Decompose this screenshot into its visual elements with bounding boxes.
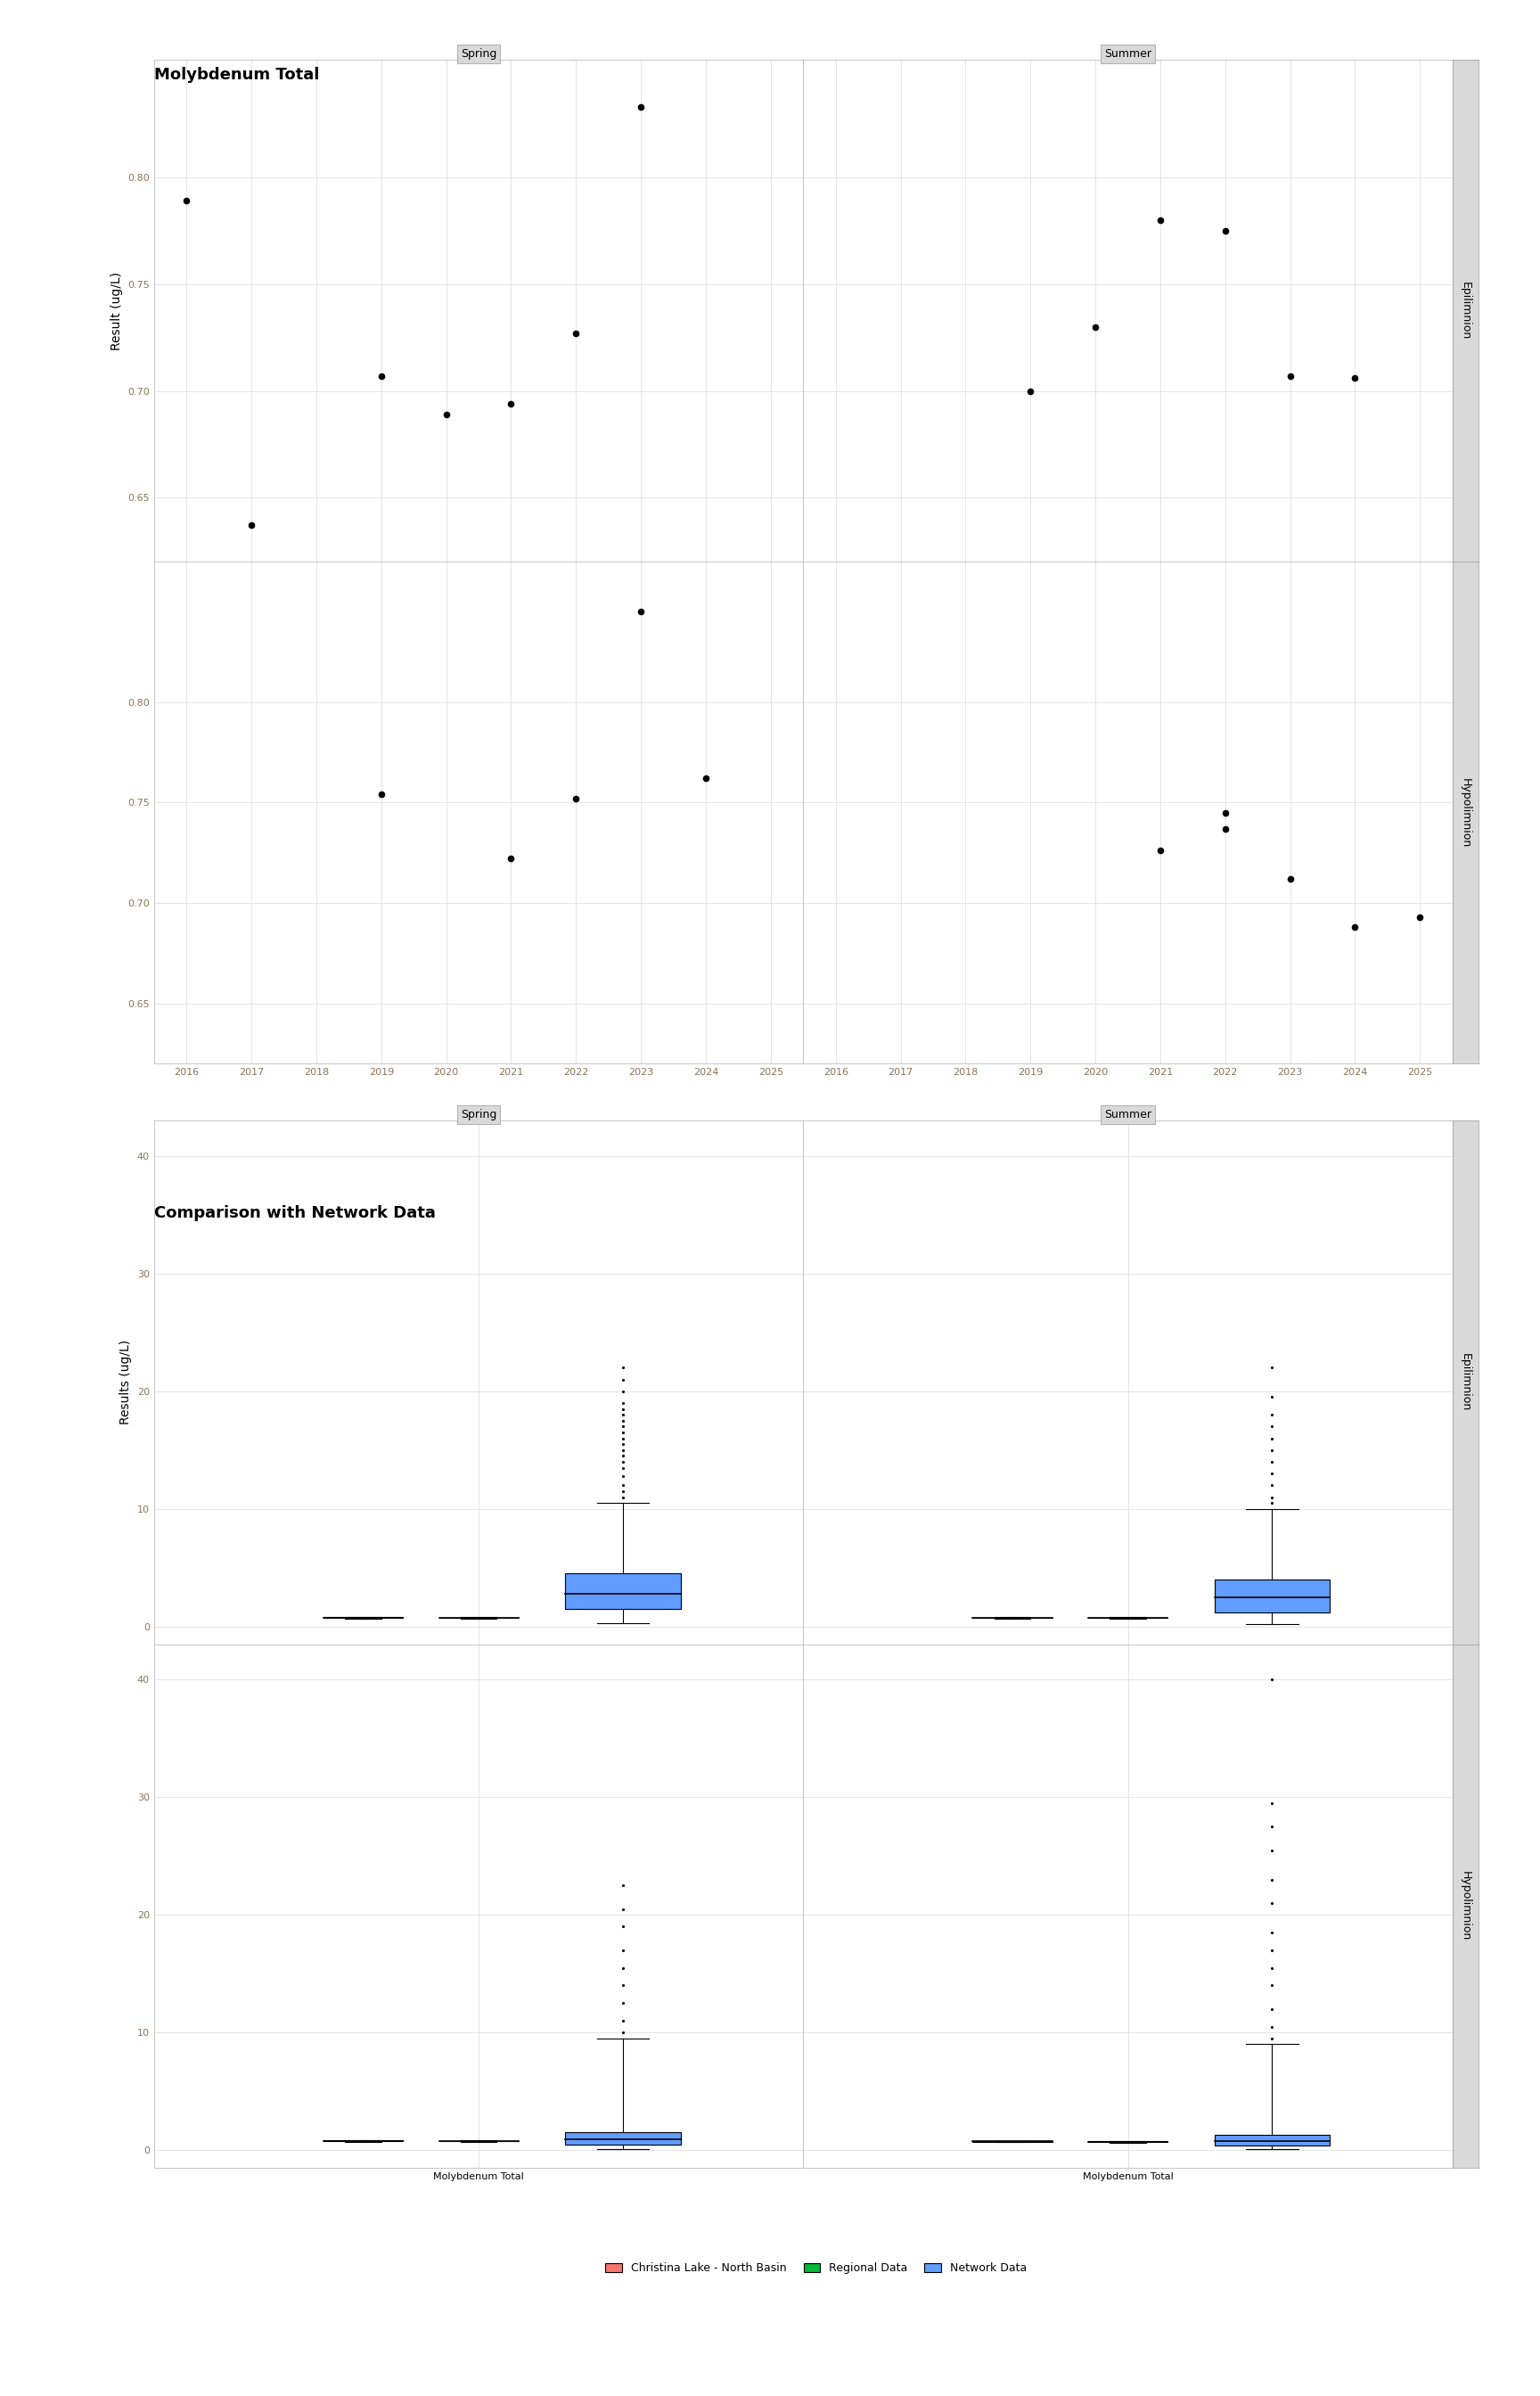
Point	[1260, 1660, 1284, 1699]
Point	[434, 395, 459, 434]
Point	[628, 89, 653, 127]
Point	[1260, 1483, 1284, 1521]
Point	[1260, 1859, 1284, 1898]
Point	[1260, 1394, 1284, 1433]
Point	[610, 1442, 634, 1481]
Point	[239, 506, 263, 544]
Bar	[1215, 2135, 1331, 2144]
Text: Epilimnion: Epilimnion	[1460, 1354, 1471, 1411]
Text: Hypolimnion: Hypolimnion	[1460, 1871, 1471, 1941]
Point	[1083, 1071, 1107, 1109]
Point	[1260, 1442, 1284, 1481]
Point	[610, 1385, 634, 1423]
Point	[1260, 1989, 1284, 2027]
Text: Epilimnion: Epilimnion	[1460, 283, 1471, 340]
Point	[610, 1931, 634, 1970]
Point	[1408, 898, 1432, 937]
Point	[610, 1349, 634, 1387]
Bar	[1215, 1579, 1331, 1613]
Point	[1278, 357, 1303, 395]
Point	[1083, 307, 1107, 345]
Point	[1260, 1883, 1284, 1922]
Point	[610, 1361, 634, 1399]
Point	[1147, 201, 1172, 240]
Point	[628, 592, 653, 630]
Point	[370, 357, 394, 395]
Point	[610, 1390, 634, 1428]
Point	[1260, 1466, 1284, 1505]
Point	[174, 182, 199, 220]
Point	[1260, 1931, 1284, 1970]
Point	[610, 1402, 634, 1440]
Title: Summer: Summer	[1104, 48, 1152, 60]
Point	[610, 1866, 634, 1905]
Point	[499, 383, 524, 422]
Point	[610, 2001, 634, 2039]
Point	[610, 1890, 634, 1929]
Point	[610, 1457, 634, 1495]
Point	[1260, 1914, 1284, 1953]
Point	[1343, 908, 1368, 946]
Y-axis label: Result (ug/L): Result (ug/L)	[111, 271, 123, 350]
Point	[1260, 1785, 1284, 1823]
Point	[1343, 359, 1368, 398]
Point	[1018, 371, 1043, 410]
Point	[1260, 1406, 1284, 1445]
Point	[1260, 1831, 1284, 1869]
Point	[564, 779, 588, 817]
Point	[610, 2013, 634, 2051]
Point	[610, 1948, 634, 1986]
Point	[1260, 1454, 1284, 1493]
Y-axis label: Results (ug/L): Results (ug/L)	[120, 1339, 132, 1426]
Point	[1260, 1807, 1284, 1845]
Bar	[565, 1574, 681, 1608]
Point	[1260, 1430, 1284, 1469]
Point	[610, 1373, 634, 1411]
Point	[610, 1471, 634, 1509]
Point	[370, 776, 394, 815]
Text: Hypolimnion: Hypolimnion	[1460, 779, 1471, 848]
Point	[1260, 2020, 1284, 2058]
Point	[610, 1478, 634, 1517]
Point	[693, 760, 718, 798]
Point	[499, 839, 524, 877]
Text: Comparison with Network Data: Comparison with Network Data	[154, 1205, 436, 1222]
Point	[610, 1430, 634, 1469]
Point	[1260, 1349, 1284, 1387]
Point	[610, 1967, 634, 2005]
Point	[1260, 1967, 1284, 2005]
Point	[610, 1394, 634, 1433]
Point	[610, 1414, 634, 1452]
Point	[1260, 1378, 1284, 1416]
Point	[610, 1418, 634, 1457]
Point	[1147, 831, 1172, 870]
Point	[1278, 860, 1303, 898]
Point	[610, 1438, 634, 1476]
Point	[610, 1426, 634, 1464]
Title: Spring: Spring	[460, 48, 496, 60]
Point	[564, 314, 588, 352]
Point	[1214, 211, 1238, 249]
Text: Molybdenum Total: Molybdenum Total	[154, 67, 319, 84]
Point	[1260, 1478, 1284, 1517]
Title: Spring: Spring	[460, 1109, 496, 1121]
Point	[610, 1466, 634, 1505]
Point	[610, 1450, 634, 1488]
Point	[610, 1907, 634, 1946]
Point	[1214, 810, 1238, 848]
Point	[1260, 1418, 1284, 1457]
Bar	[565, 2132, 681, 2144]
Point	[610, 1406, 634, 1445]
Title: Summer: Summer	[1104, 1109, 1152, 1121]
Legend: Christina Lake - North Basin, Regional Data, Network Data: Christina Lake - North Basin, Regional D…	[605, 2262, 1027, 2274]
Point	[1260, 2008, 1284, 2046]
Point	[1214, 793, 1238, 831]
Point	[1260, 1948, 1284, 1986]
Point	[610, 1984, 634, 2022]
